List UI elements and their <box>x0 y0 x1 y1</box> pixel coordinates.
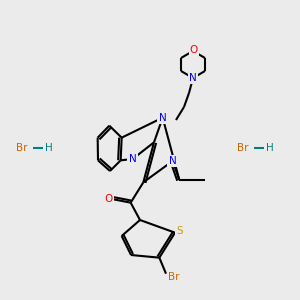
Text: S: S <box>177 226 183 236</box>
Text: H: H <box>45 143 53 153</box>
Text: N: N <box>189 73 197 83</box>
Text: Br: Br <box>168 272 180 282</box>
Text: O: O <box>190 45 198 55</box>
Text: H: H <box>266 143 274 153</box>
Text: N: N <box>189 73 197 83</box>
Text: N: N <box>129 154 136 164</box>
Text: N: N <box>159 113 167 123</box>
Text: N: N <box>169 156 176 166</box>
Text: O: O <box>104 194 113 204</box>
Text: Br: Br <box>237 143 249 153</box>
Text: Br: Br <box>16 143 28 153</box>
